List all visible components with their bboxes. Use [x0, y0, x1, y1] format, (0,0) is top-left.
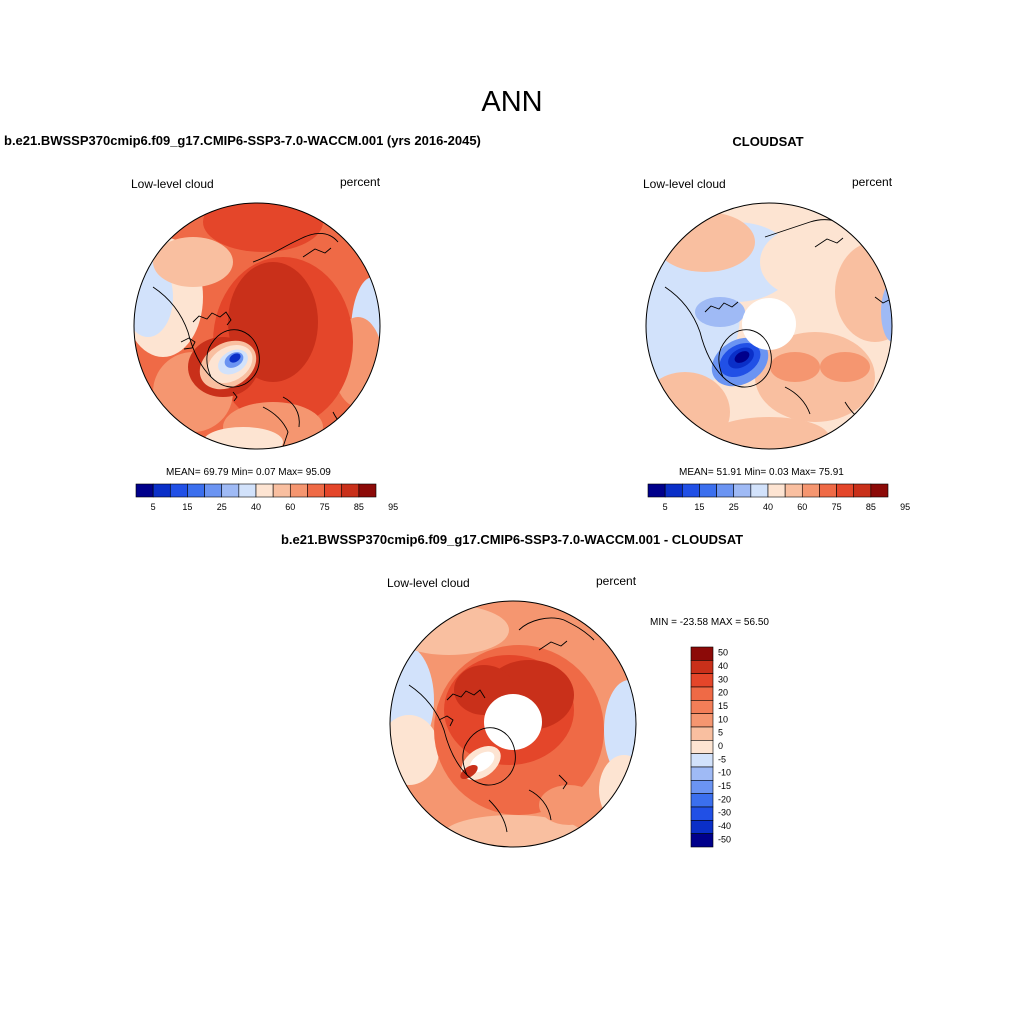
diff-colorbar-swatch — [690, 713, 714, 728]
diff-colorbar-swatch — [690, 753, 714, 768]
diff-colorbar-swatch — [690, 740, 714, 754]
diff-colorbar-label: 30 — [718, 674, 728, 684]
diff-colorbar-label: 15 — [718, 701, 728, 711]
obs-colorbar-label: 75 — [832, 502, 842, 512]
model-units-label: percent — [340, 175, 381, 189]
diff-colorbar-swatch — [690, 806, 714, 821]
model-stats: MEAN= 69.79 Min= 0.07 Max= 95.09 — [166, 467, 331, 478]
diff-colorbar-swatch — [690, 793, 714, 808]
model-colorbar-swatch — [221, 483, 240, 498]
diff-colorbar-label: -50 — [718, 834, 731, 844]
model-colorbar-swatch — [204, 483, 223, 498]
obs-colorbar-swatch — [750, 483, 769, 498]
model-colorbar-swatch — [307, 483, 325, 498]
obs-colorbar-label: 15 — [694, 502, 704, 512]
obs-colorbar-label: 95 — [900, 502, 910, 512]
model-colorbar-label: 25 — [217, 502, 227, 512]
diff-colorbar-swatch — [690, 726, 714, 741]
diff-colorbar-label: -15 — [718, 781, 731, 791]
obs-colorbar-swatch — [784, 483, 803, 498]
model-colorbar-label: 85 — [354, 502, 364, 512]
diff-colorbar-label: 40 — [718, 661, 728, 671]
obs-colorbar-label: 5 — [663, 502, 668, 512]
model-colorbar-swatch — [272, 483, 291, 498]
model-colorbar: 5 15 25 40 60 75 85 95 — [135, 483, 398, 512]
model-variable-label: Low-level cloud — [131, 177, 214, 191]
obs-units-label: percent — [852, 175, 893, 189]
diff-colorbar-swatch — [690, 820, 714, 834]
diff-colorbar-label: -10 — [718, 768, 731, 778]
model-colorbar-label: 15 — [182, 502, 192, 512]
diff-stats: MIN = -23.58 MAX = 56.50 — [650, 617, 769, 628]
diff-colorbar-label: 0 — [718, 741, 723, 751]
obs-panel-title: CLOUDSAT — [732, 134, 804, 149]
model-colorbar-label: 95 — [388, 502, 398, 512]
diff-colorbar-swatch — [690, 766, 714, 781]
model-colorbar-label: 40 — [251, 502, 261, 512]
main-title: ANN — [481, 86, 543, 118]
diff-colorbar-swatch — [690, 673, 714, 688]
obs-colorbar-label: 85 — [866, 502, 876, 512]
model-colorbar-swatch — [169, 483, 188, 498]
obs-colorbar-swatch — [699, 483, 717, 498]
obs-colorbar-swatch — [716, 483, 735, 498]
obs-colorbar-label: 60 — [797, 502, 807, 512]
diff-colorbar-swatch — [690, 780, 714, 794]
obs-colorbar-swatch — [767, 483, 786, 498]
diff-units-label: percent — [596, 574, 637, 588]
obs-colorbar-swatch — [836, 483, 855, 498]
diff-colorbar-swatch — [690, 700, 714, 714]
diff-colorbar-label: 5 — [718, 728, 723, 738]
diff-colorbar-swatch — [690, 646, 714, 661]
obs-colorbar-swatch — [664, 483, 683, 498]
model-colorbar-label: 5 — [151, 502, 156, 512]
diff-colorbar-swatch — [690, 660, 714, 674]
model-colorbar-swatch — [187, 483, 205, 498]
obs-colorbar-swatch — [853, 483, 872, 498]
diff-panel-title: b.e21.BWSSP370cmip6.f09_g17.CMIP6-SSP3-7… — [280, 532, 744, 547]
obs-colorbar-label: 40 — [763, 502, 773, 512]
model-colorbar-label: 60 — [285, 502, 295, 512]
diff-colorbar-label: -5 — [718, 754, 726, 764]
obs-polar-map — [645, 202, 893, 450]
obs-colorbar-swatch — [647, 483, 666, 498]
model-colorbar-swatch — [289, 483, 308, 498]
model-colorbar-swatch — [358, 483, 377, 498]
diff-colorbar-label: 20 — [718, 688, 728, 698]
model-colorbar-swatch — [152, 483, 171, 498]
model-colorbar-swatch — [135, 483, 154, 498]
model-colorbar-label: 75 — [320, 502, 330, 512]
obs-colorbar-swatch — [819, 483, 837, 498]
diff-polar-map — [389, 600, 637, 848]
diff-colorbar-label: -20 — [718, 794, 731, 804]
diff-colorbar-label: -40 — [718, 821, 731, 831]
model-colorbar-swatch — [238, 483, 257, 498]
model-polar-map — [133, 202, 381, 450]
diff-colorbar-label: -30 — [718, 808, 731, 818]
obs-stats: MEAN= 51.91 Min= 0.03 Max= 75.91 — [679, 467, 844, 478]
model-colorbar-swatch — [255, 483, 274, 498]
obs-colorbar-swatch — [801, 483, 820, 498]
obs-colorbar-label: 25 — [729, 502, 739, 512]
model-panel-title: b.e21.BWSSP370cmip6.f09_g17.CMIP6-SSP3-7… — [4, 133, 481, 148]
diff-variable-label: Low-level cloud — [387, 576, 470, 590]
diff-colorbar-swatch — [690, 833, 714, 848]
obs-colorbar: 5 15 25 40 60 75 85 95 — [647, 483, 910, 512]
model-colorbar-swatch — [324, 483, 343, 498]
obs-variable-label: Low-level cloud — [643, 177, 726, 191]
diff-colorbar-swatch — [690, 686, 714, 701]
diff-colorbar-label: 10 — [718, 714, 728, 724]
diff-colorbar-label: 50 — [718, 648, 728, 658]
obs-colorbar-swatch — [681, 483, 700, 498]
obs-colorbar-swatch — [870, 483, 889, 498]
model-colorbar-swatch — [341, 483, 360, 498]
obs-colorbar-swatch — [733, 483, 752, 498]
